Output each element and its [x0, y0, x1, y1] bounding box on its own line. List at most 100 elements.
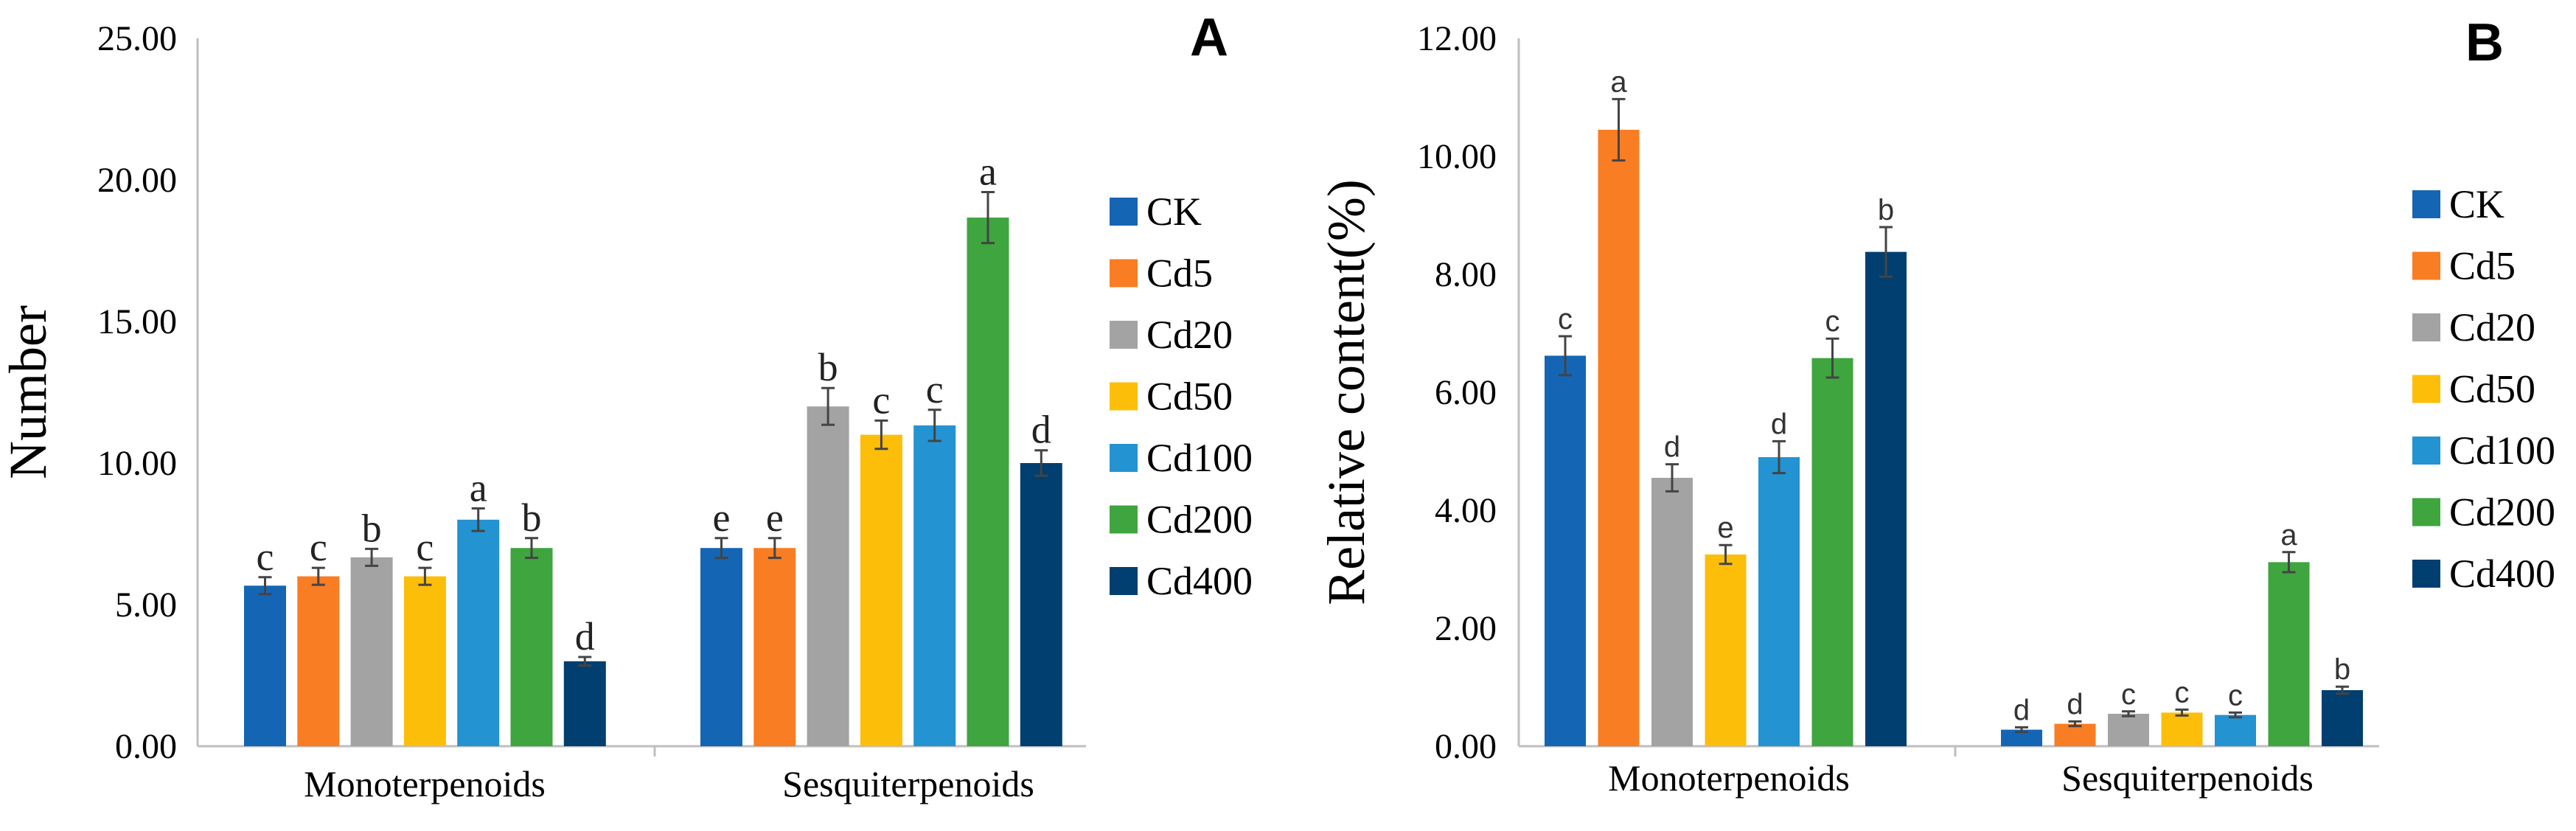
bar-Cd20-Monoterpenoids — [350, 557, 393, 746]
panel-label: A — [1190, 8, 1228, 67]
legend-label-Cd100: Cd100 — [2449, 428, 2555, 473]
legend-swatch-CK — [1110, 198, 1138, 226]
bar-Cd50-Monoterpenoids — [403, 576, 446, 746]
significance-letter: a — [2280, 519, 2297, 552]
legend-swatch-Cd400 — [1110, 567, 1138, 595]
bar-Cd50-Sesquiterpenoids — [860, 434, 902, 746]
chart-panel-A: 0.00 5.00 10.00 15.00 20.00 25.00 Number Monote… — [0, 8, 1253, 804]
significance-letter: c — [2121, 678, 2136, 711]
legend-label-Cd50: Cd50 — [1146, 375, 1233, 419]
significance-letter: d — [1031, 408, 1051, 452]
significance-letter: d — [1771, 408, 1787, 440]
y-tick-label: 2.00 — [1435, 609, 1497, 648]
significance-letter: c — [416, 525, 434, 569]
significance-letter: d — [2067, 688, 2083, 720]
bar-Cd100-Sesquiterpenoids — [2215, 714, 2256, 746]
x-category-label: Monoterpenoids — [304, 763, 546, 804]
significance-letter: e — [1717, 512, 1733, 544]
panel-label: B — [2465, 13, 2504, 72]
legend-label-Cd200: Cd200 — [1146, 498, 1253, 542]
bar-CK-Sesquiterpenoids — [700, 548, 742, 746]
significance-letter: c — [2228, 679, 2243, 712]
legend-label-Cd100: Cd100 — [1146, 436, 1253, 480]
legend-swatch-Cd200 — [2412, 498, 2440, 526]
legend-swatch-Cd5 — [2412, 251, 2440, 280]
significance-letter: c — [1825, 305, 1840, 338]
y-tick-label: 10.00 — [1417, 137, 1497, 176]
bar-Cd20-Sesquiterpenoids — [807, 406, 849, 746]
significance-letter: a — [470, 465, 487, 510]
y-tick-label: 15.00 — [97, 302, 177, 341]
y-tick-label: 6.00 — [1435, 373, 1497, 412]
bar-Cd5-Monoterpenoids — [1598, 130, 1640, 746]
significance-letter: e — [766, 496, 784, 540]
x-category-label: Sesquiterpenoids — [782, 763, 1034, 804]
bar-Cd50-Sesquiterpenoids — [2161, 712, 2203, 746]
bar-Cd5-Monoterpenoids — [297, 576, 340, 746]
bar-Cd5-Sesquiterpenoids — [753, 548, 796, 746]
legend-swatch-Cd50 — [2412, 375, 2440, 403]
legend-swatch-Cd100 — [2412, 437, 2440, 465]
bar-CK-Monoterpenoids — [244, 585, 286, 746]
bar-CK-Monoterpenoids — [1545, 355, 1586, 746]
x-category-label: Sesquiterpenoids — [2061, 757, 2314, 799]
significance-letter: d — [1664, 431, 1680, 464]
bar-Cd20-Monoterpenoids — [1651, 478, 1693, 746]
significance-letter: c — [872, 378, 890, 422]
bar-Cd400-Monoterpenoids — [563, 661, 606, 746]
significance-letter: b — [1878, 194, 1894, 226]
bar-Cd400-Sesquiterpenoids — [2322, 690, 2363, 746]
y-tick-label: 8.00 — [1435, 255, 1497, 294]
bar-Cd200-Sesquiterpenoids — [2268, 562, 2310, 746]
legend-swatch-Cd400 — [2412, 560, 2440, 588]
legend-label-Cd5: Cd5 — [2449, 244, 2516, 288]
bar-Cd100-Monoterpenoids — [457, 519, 500, 746]
legend-swatch-CK — [2412, 190, 2440, 218]
legend-swatch-Cd50 — [1110, 382, 1138, 411]
legend-swatch-Cd20 — [1110, 321, 1138, 349]
legend-label-Cd200: Cd200 — [2449, 490, 2555, 535]
significance-letter: d — [575, 614, 595, 658]
y-tick-label: 12.00 — [1417, 19, 1497, 58]
significance-letter: c — [2175, 676, 2190, 709]
significance-letter: c — [926, 367, 944, 411]
y-tick-label: 0.00 — [115, 727, 177, 766]
bar-Cd20-Sesquiterpenoids — [2108, 714, 2149, 746]
bar-Cd200-Monoterpenoids — [510, 548, 553, 746]
legend-label-Cd400: Cd400 — [1146, 559, 1253, 603]
bar-Cd200-Monoterpenoids — [1811, 358, 1853, 747]
y-tick-label: 20.00 — [97, 161, 177, 200]
significance-letter: e — [713, 496, 731, 540]
significance-letter: c — [1558, 303, 1573, 335]
significance-letter: d — [2013, 694, 2030, 726]
y-tick-label: 25.00 — [97, 19, 177, 58]
chart-panel-B: 0.00 2.00 4.00 6.00 8.00 10.00 12.00 Relative c… — [1317, 13, 2555, 799]
legend-label-Cd400: Cd400 — [2449, 552, 2555, 596]
y-tick-label: 5.00 — [115, 585, 177, 625]
bar-Cd200-Sesquiterpenoids — [967, 218, 1009, 746]
bar-Cd100-Monoterpenoids — [1758, 457, 1800, 746]
bar-Cd100-Sesquiterpenoids — [913, 425, 956, 746]
x-category-label: Monoterpenoids — [1608, 757, 1850, 799]
legend-label-CK: CK — [1146, 190, 1202, 234]
legend-swatch-Cd200 — [1110, 505, 1138, 534]
significance-letter: b — [2334, 653, 2350, 686]
legend-swatch-Cd100 — [1110, 444, 1138, 472]
legend-swatch-Cd20 — [2412, 313, 2440, 341]
legend-label-Cd20: Cd20 — [2449, 305, 2535, 350]
legend-label-Cd5: Cd5 — [1146, 251, 1213, 296]
bar-CK-Sesquiterpenoids — [2001, 729, 2042, 746]
y-tick-label: 10.00 — [97, 444, 177, 483]
bar-Cd400-Monoterpenoids — [1865, 251, 1907, 747]
bar-Cd5-Sesquiterpenoids — [2054, 723, 2096, 746]
significance-letter: c — [257, 535, 274, 579]
y-axis-label: Number — [0, 305, 58, 479]
significance-letter: b — [522, 496, 542, 540]
significance-letter: a — [979, 150, 997, 194]
y-tick-label: 0.00 — [1435, 727, 1497, 766]
legend-label-Cd50: Cd50 — [2449, 367, 2535, 411]
legend-swatch-Cd5 — [1110, 259, 1138, 288]
bar-Cd50-Monoterpenoids — [1705, 554, 1747, 746]
significance-letter: c — [310, 525, 327, 569]
